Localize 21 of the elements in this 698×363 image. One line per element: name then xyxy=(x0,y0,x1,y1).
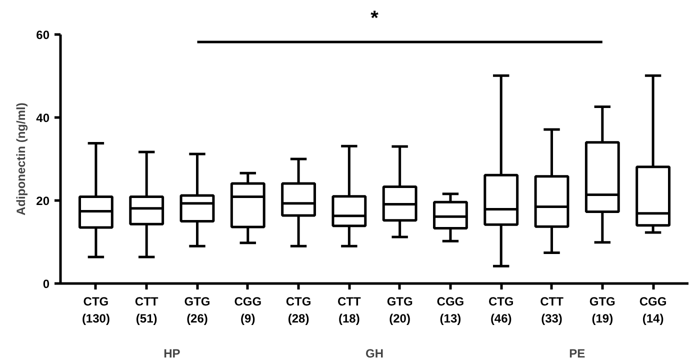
x-tick-label: CGG (14) xyxy=(639,294,667,326)
y-tick-label: 0 xyxy=(42,277,50,291)
x-tick-label: CTG (130) xyxy=(82,294,110,326)
text: HP xyxy=(164,346,180,360)
x-tick-label: GTG (19) xyxy=(589,294,616,326)
y-tick-label: 20 xyxy=(36,194,50,208)
x-tick-label: GTG (20) xyxy=(386,294,413,326)
y-tick-label: 60 xyxy=(36,28,50,42)
x-tick-label: GTG (26) xyxy=(184,294,210,326)
text: GH xyxy=(366,346,384,360)
x-tick-label: CTT (18) xyxy=(338,294,362,326)
x-tick-label: CTT (33) xyxy=(540,294,564,326)
y-axis-title: Adiponectin (ng/ml) xyxy=(14,102,28,216)
text: * xyxy=(370,8,379,30)
text: PE xyxy=(569,346,586,360)
y-tick-label: 40 xyxy=(36,111,50,125)
x-tick-label: CTG (28) xyxy=(286,294,312,326)
x-tick-label: CTT (51) xyxy=(134,294,159,326)
x-tick-label: CTG (46) xyxy=(488,294,514,326)
x-tick-label: CGG (9) xyxy=(234,294,262,326)
x-tick-label: CGG (13) xyxy=(436,294,464,326)
